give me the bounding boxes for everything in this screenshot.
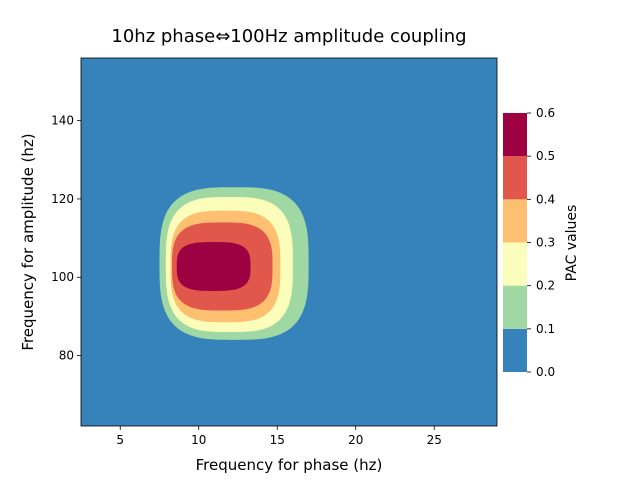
x-tick-label: 15 (270, 433, 285, 447)
colorbar-band (503, 285, 527, 329)
x-axis: 5 10 15 20 25 (116, 426, 442, 447)
colorbar-tick-label: 0.2 (536, 279, 555, 293)
y-axis-label: Frequency for amplitude (hz) (19, 133, 37, 350)
colorbar-band (503, 199, 527, 243)
colorbar-tick-label: 0.1 (536, 322, 555, 336)
y-tick-label: 120 (51, 192, 74, 206)
colorbar-band (503, 328, 527, 372)
contour-fill-level-0.5 (176, 242, 251, 291)
colorbar-tick-label: 0.6 (536, 106, 555, 120)
colorbar: 0.0 0.1 0.2 0.3 0.4 0.5 0.6 (503, 106, 555, 379)
plot-frame (80, 57, 498, 427)
x-tick-label: 10 (191, 433, 206, 447)
colorbar-tick-label: 0.3 (536, 236, 555, 250)
colorbar-tick-label: 0.5 (536, 149, 555, 163)
x-axis-label: Frequency for phase (hz) (196, 456, 383, 474)
y-tick-label: 80 (59, 349, 74, 363)
chart-title: 10hz phase⇔100Hz amplitude coupling (111, 26, 466, 47)
y-axis: 80 100 120 140 (51, 114, 81, 363)
x-tick-label: 20 (348, 433, 363, 447)
colorbar-band (503, 242, 527, 286)
x-tick-label: 25 (427, 433, 442, 447)
colorbar-tick-label: 0.4 (536, 192, 555, 206)
x-tick-label: 5 (116, 433, 124, 447)
colorbar-tick-label: 0.0 (536, 365, 555, 379)
colorbar-band (503, 113, 527, 157)
y-tick-label: 140 (51, 114, 74, 128)
colorbar-label: PAC values (564, 205, 580, 282)
plot-area (80, 57, 498, 427)
y-tick-label: 100 (51, 270, 74, 284)
colorbar-band (503, 156, 527, 200)
